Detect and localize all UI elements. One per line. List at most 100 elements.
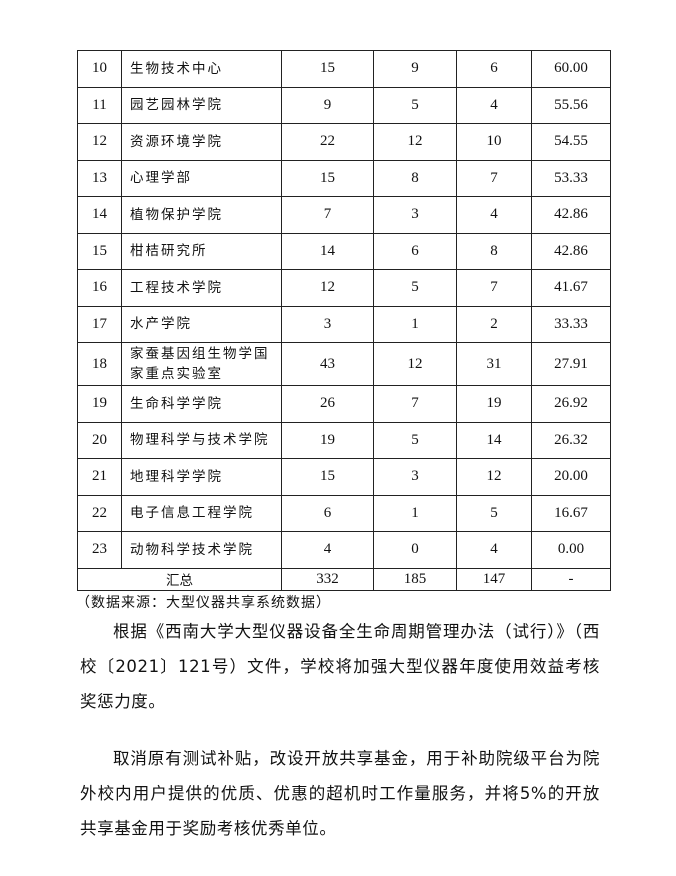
table-row: 10 生物技术中心 15 9 6 60.00 <box>77 50 611 88</box>
rate: 16.67 <box>531 494 611 532</box>
unachieved-count: 4 <box>456 531 532 569</box>
rate: 26.92 <box>531 385 611 423</box>
unit-name: 动物科学技术学院 <box>121 531 282 569</box>
unit-name: 水产学院 <box>121 305 282 343</box>
unit-name: 地理科学学院 <box>121 458 282 496</box>
unit-name: 工程技术学院 <box>121 269 282 307</box>
row-number: 20 <box>77 421 122 459</box>
row-number: 22 <box>77 494 122 532</box>
total-count: 4 <box>281 531 374 569</box>
total-count: 12 <box>281 269 374 307</box>
table-row: 19 生命科学学院 26 7 19 26.92 <box>77 385 611 423</box>
table-row: 16 工程技术学院 12 5 7 41.67 <box>77 269 611 307</box>
total-value: - <box>531 567 611 591</box>
table-row: 18 家蚕基因组生物学国家重点实验室 43 12 31 27.91 <box>77 342 611 386</box>
row-number: 13 <box>77 159 122 197</box>
row-number: 17 <box>77 305 122 343</box>
achieved-count: 3 <box>373 196 457 234</box>
unachieved-count: 4 <box>456 196 532 234</box>
unachieved-count: 19 <box>456 385 532 423</box>
table-row: 11 园艺园林学院 9 5 4 55.56 <box>77 86 611 124</box>
total-count: 26 <box>281 385 374 423</box>
total-count: 19 <box>281 421 374 459</box>
unachieved-count: 4 <box>456 86 532 124</box>
achieved-count: 1 <box>373 494 457 532</box>
row-number: 19 <box>77 385 122 423</box>
unit-name: 物理科学与技术学院 <box>121 421 282 459</box>
total-count: 15 <box>281 458 374 496</box>
achieved-count: 6 <box>373 232 457 270</box>
total-count: 3 <box>281 305 374 343</box>
total-count: 43 <box>281 342 374 386</box>
table-row: 15 柑桔研究所 14 6 8 42.86 <box>77 232 611 270</box>
unachieved-count: 10 <box>456 123 532 161</box>
row-number: 18 <box>77 342 122 386</box>
achieved-count: 9 <box>373 50 457 88</box>
unit-name: 资源环境学院 <box>121 123 282 161</box>
total-count: 15 <box>281 159 374 197</box>
table-row: 13 心理学部 15 8 7 53.33 <box>77 159 611 197</box>
unachieved-count: 31 <box>456 342 532 386</box>
rate: 0.00 <box>531 531 611 569</box>
total-count: 6 <box>281 494 374 532</box>
total-count: 22 <box>281 123 374 161</box>
unachieved-count: 8 <box>456 232 532 270</box>
row-number: 16 <box>77 269 122 307</box>
achieved-count: 1 <box>373 305 457 343</box>
rate: 60.00 <box>531 50 611 88</box>
achieved-count: 3 <box>373 458 457 496</box>
achieved-count: 5 <box>373 269 457 307</box>
rate: 55.56 <box>531 86 611 124</box>
achieved-count: 12 <box>373 123 457 161</box>
achieved-count: 7 <box>373 385 457 423</box>
data-source-note: （数据来源：大型仪器共享系统数据） <box>76 595 331 611</box>
achieved-count: 5 <box>373 421 457 459</box>
rate: 53.33 <box>531 159 611 197</box>
paragraph-1: 根据《西南大学大型仪器设备全生命周期管理办法（试行）》（西校〔2021〕121号… <box>80 622 600 711</box>
row-number: 23 <box>77 531 122 569</box>
total-value: 185 <box>373 567 457 591</box>
unit-name: 心理学部 <box>121 159 282 197</box>
unachieved-count: 7 <box>456 159 532 197</box>
row-number: 10 <box>77 50 122 88</box>
total-count: 15 <box>281 50 374 88</box>
rate: 33.33 <box>531 305 611 343</box>
rate: 27.91 <box>531 342 611 386</box>
unachieved-count: 5 <box>456 494 532 532</box>
total-value: 147 <box>456 567 532 591</box>
rate: 42.86 <box>531 232 611 270</box>
row-number: 11 <box>77 86 122 124</box>
usage-table: 10 生物技术中心 15 9 6 60.00 11 园艺园林学院 9 5 4 55.56 12 资源环境学… <box>77 50 611 591</box>
unachieved-count: 7 <box>456 269 532 307</box>
row-number: 12 <box>77 123 122 161</box>
achieved-count: 5 <box>373 86 457 124</box>
table-row: 20 物理科学与技术学院 19 5 14 26.32 <box>77 421 611 459</box>
total-count: 14 <box>281 232 374 270</box>
total-count: 9 <box>281 86 374 124</box>
unit-name: 生命科学学院 <box>121 385 282 423</box>
table-row: 23 动物科学技术学院 4 0 4 0.00 <box>77 531 611 569</box>
table-row: 14 植物保护学院 7 3 4 42.86 <box>77 196 611 234</box>
rate: 54.55 <box>531 123 611 161</box>
unachieved-count: 2 <box>456 305 532 343</box>
rate: 26.32 <box>531 421 611 459</box>
unachieved-count: 12 <box>456 458 532 496</box>
achieved-count: 8 <box>373 159 457 197</box>
table-row: 21 地理科学学院 15 3 12 20.00 <box>77 458 611 496</box>
total-value: 332 <box>281 567 374 591</box>
row-number: 15 <box>77 232 122 270</box>
unit-name: 电子信息工程学院 <box>121 494 282 532</box>
unit-name: 柑桔研究所 <box>121 232 282 270</box>
table-row: 17 水产学院 3 1 2 33.33 <box>77 305 611 343</box>
row-number: 14 <box>77 196 122 234</box>
table-row: 22 电子信息工程学院 6 1 5 16.67 <box>77 494 611 532</box>
unit-name: 园艺园林学院 <box>121 86 282 124</box>
rate: 41.67 <box>531 269 611 307</box>
rate: 42.86 <box>531 196 611 234</box>
unachieved-count: 14 <box>456 421 532 459</box>
total-row: 汇总 332 185 147- <box>77 567 611 591</box>
row-number: 21 <box>77 458 122 496</box>
total-count: 7 <box>281 196 374 234</box>
unachieved-count: 6 <box>456 50 532 88</box>
total-label: 汇总 <box>77 567 282 591</box>
